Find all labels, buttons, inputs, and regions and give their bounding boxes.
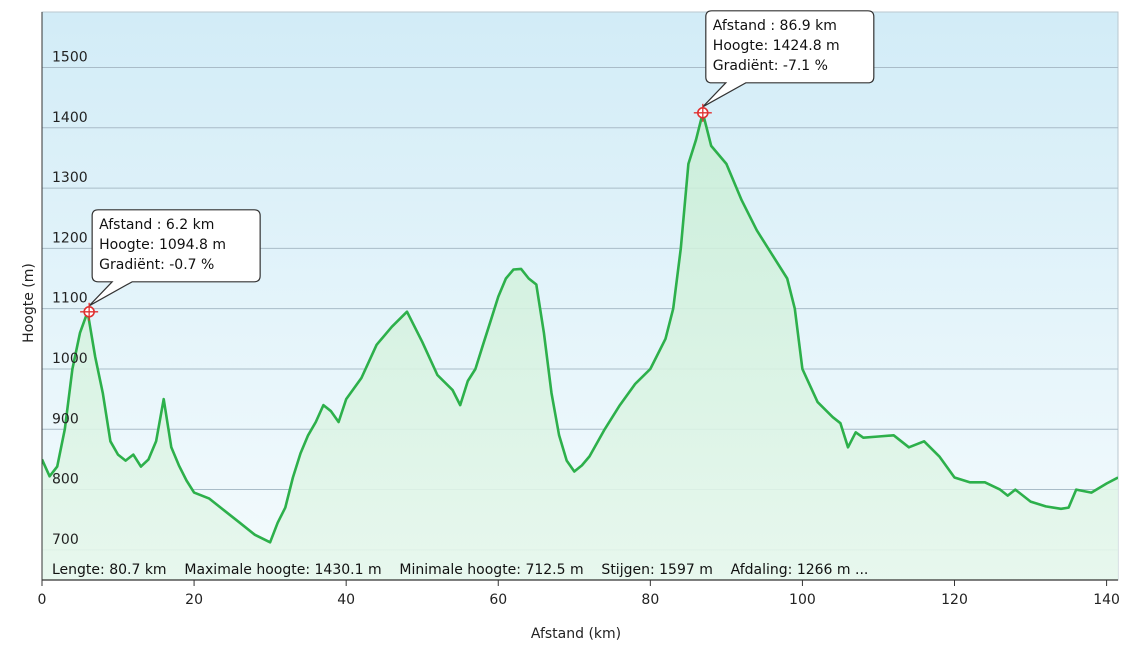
x-tick-label: 40 xyxy=(337,592,355,608)
y-tick-label: 900 xyxy=(52,411,79,427)
elevation-area xyxy=(42,112,1118,580)
x-axis-ticks: 0 20 40 60 80 100 120 140 xyxy=(38,580,1120,608)
crosshair-marker-icon xyxy=(693,103,712,122)
tooltip-line: Hoogte: 1424.8 m xyxy=(713,38,840,54)
x-tick-label: 60 xyxy=(489,592,507,608)
tooltip-line: Gradiënt: -7.1 % xyxy=(713,58,828,74)
y-axis-ticks: 700 800 900 1000 1100 1200 1300 1400 1500 xyxy=(52,49,88,547)
y-tick-label: 1400 xyxy=(52,110,88,126)
annotations: Afstand : 6.2 km Hoogte: 1094.8 m Gradiënt… xyxy=(80,10,875,321)
tooltip-box xyxy=(702,10,875,108)
tooltip-line: Hoogte: 1094.8 m xyxy=(99,237,226,253)
x-tick-label: 0 xyxy=(38,592,47,608)
tooltip-line: Afstand : 6.2 km xyxy=(99,217,214,233)
tooltip-box xyxy=(88,209,261,307)
elevation-line xyxy=(42,111,1118,544)
x-tick-label: 100 xyxy=(789,592,816,608)
x-tick-label: 20 xyxy=(185,592,203,608)
area-layer xyxy=(42,111,1118,580)
y-tick-label: 1300 xyxy=(52,170,88,186)
y-tick-label: 700 xyxy=(52,532,79,548)
y-tick-label: 1500 xyxy=(52,49,88,65)
annotation-tooltip: Afstand : 86.9 km Hoogte: 1424.8 m Gradiën… xyxy=(693,10,875,122)
x-tick-label: 120 xyxy=(941,592,968,608)
y-axis-label: Hoogte (m) xyxy=(21,263,37,343)
tooltip-line: Gradiënt: -0.7 % xyxy=(99,257,214,273)
annotation-tooltip: Afstand : 6.2 km Hoogte: 1094.8 m Gradiënt… xyxy=(80,209,261,321)
tooltip-line: Afstand : 86.9 km xyxy=(713,18,837,34)
route-stats: Lengte: 80.7 km Maximale hoogte: 1430.1 … xyxy=(52,562,868,578)
x-tick-label: 140 xyxy=(1093,592,1120,608)
x-axis-label: Afstand (km) xyxy=(531,626,621,642)
x-tick-label: 80 xyxy=(641,592,659,608)
y-tick-label: 1200 xyxy=(52,230,88,246)
y-tick-label: 1000 xyxy=(52,351,88,367)
y-tick-label: 800 xyxy=(52,472,79,488)
y-tick-label: 1100 xyxy=(52,291,88,307)
crosshair-marker-icon xyxy=(80,302,99,321)
